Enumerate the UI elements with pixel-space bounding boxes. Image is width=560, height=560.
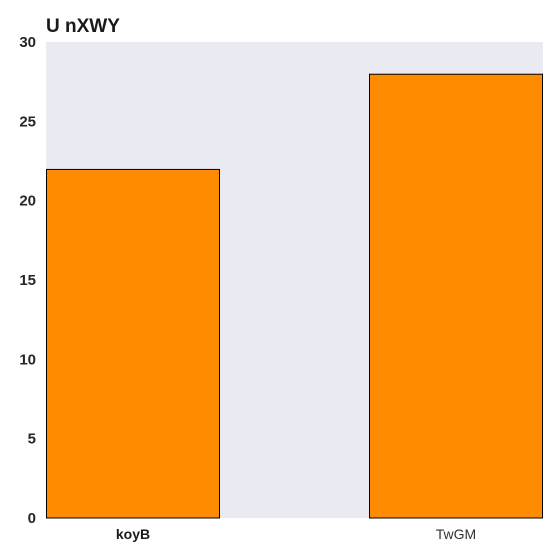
y-tick-label: 25 [19, 113, 36, 130]
y-tick-label: 0 [28, 510, 36, 527]
bar-TwGM [369, 73, 543, 519]
y-tick-label: 15 [19, 272, 36, 289]
y-tick-label: 10 [19, 351, 36, 368]
y-tick-label: 5 [28, 431, 36, 448]
y-tick-label: 30 [19, 34, 36, 51]
y-tick-label: 20 [19, 193, 36, 210]
x-axis-ticks: koyB TwGM [116, 526, 476, 542]
chart-title: U nXWY [46, 16, 120, 37]
x-tick-label: TwGM [436, 526, 476, 542]
x-tick-label: koyB [116, 526, 150, 542]
bars [46, 73, 543, 519]
y-axis-ticks: 0 5 10 15 20 25 30 [19, 34, 36, 527]
bar-koyB [46, 168, 220, 519]
